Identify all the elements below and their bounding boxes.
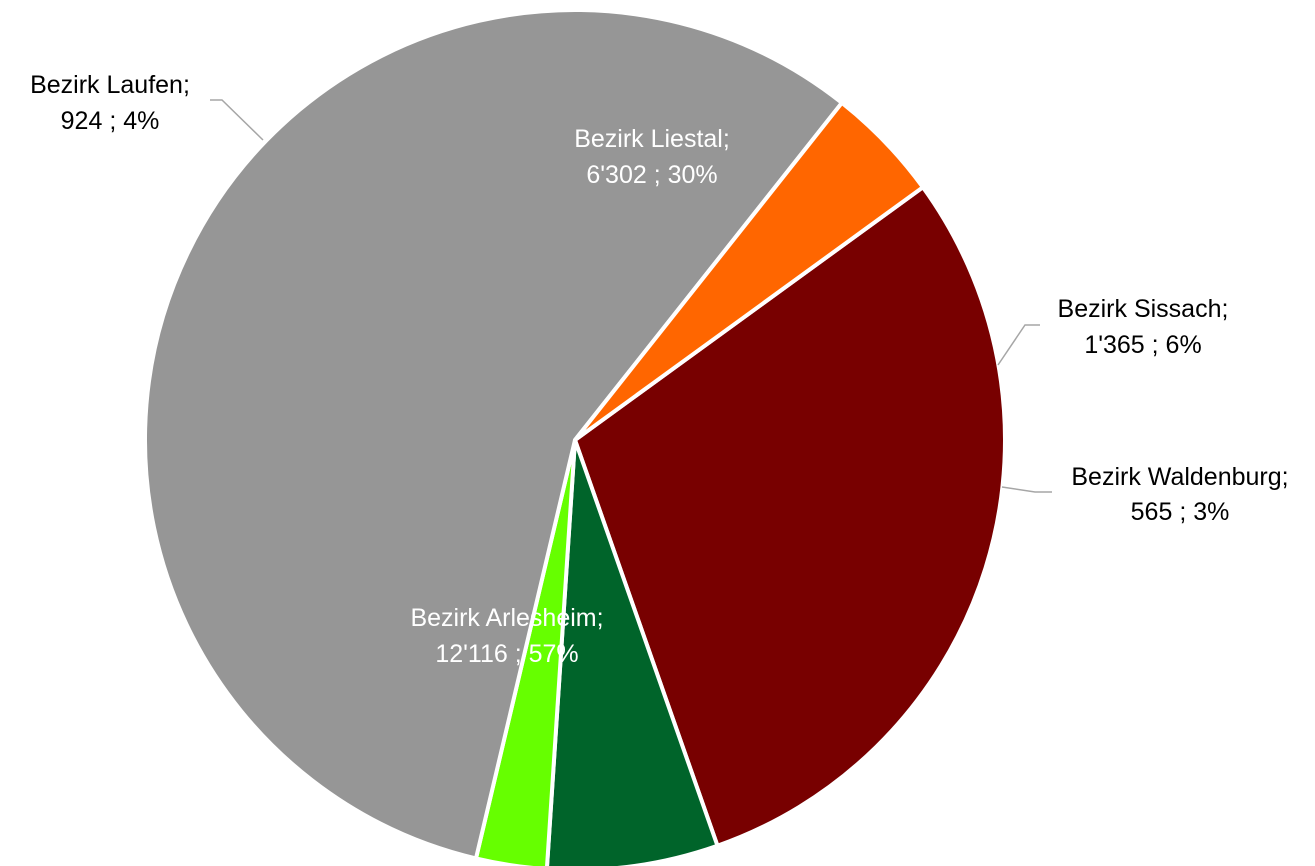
data-label-value-arlesheim: 12'116 ; 57%: [435, 640, 578, 668]
data-label-value-waldenburg: 565 ; 3%: [1131, 498, 1230, 526]
data-label-value-liestal: 6'302 ; 30%: [586, 161, 717, 189]
leader-line-waldenburg: [1001, 486, 1052, 493]
data-label-name-waldenburg: Bezirk Waldenburg;: [1071, 463, 1288, 491]
leader-line-sissach: [997, 324, 1040, 366]
data-label-name-sissach: Bezirk Sissach;: [1058, 295, 1229, 323]
data-labels: Bezirk Liestal; 6'302 ; 30% Bezirk Sissach…: [30, 71, 1289, 668]
data-label-name-arlesheim: Bezirk Arlesheim;: [410, 604, 603, 632]
leader-lines: [210, 99, 1052, 493]
leader-line-laufen: [210, 99, 264, 141]
data-label-name-laufen: Bezirk Laufen;: [30, 71, 190, 99]
data-label-value-laufen: 924 ; 4%: [61, 107, 160, 135]
pie-slices: [143, 8, 1007, 866]
data-label-value-sissach: 1'365 ; 6%: [1084, 331, 1201, 359]
pie-slice-laufen: [573, 100, 925, 442]
pie-slice-arlesheim: [143, 8, 844, 861]
pie-slice-liestal: [573, 185, 1007, 848]
data-label-name-liestal: Bezirk Liestal;: [574, 125, 730, 153]
